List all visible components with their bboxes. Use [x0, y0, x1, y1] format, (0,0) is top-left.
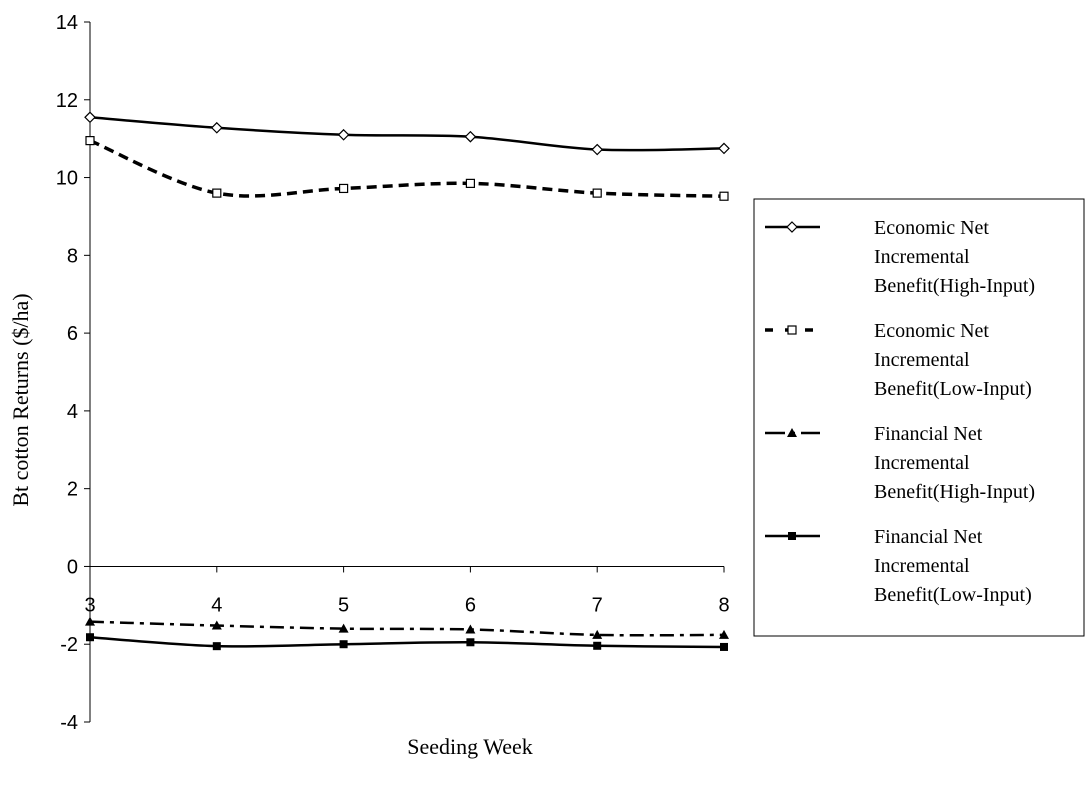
legend-marker: [786, 221, 798, 233]
data-point: [85, 136, 95, 146]
data-point: [464, 130, 477, 143]
legend-label: Financial Net: [874, 526, 983, 548]
legend-label: Benefit(High-Input): [874, 275, 1035, 297]
axes: 14 12 10 8 6 4 2 0 -2 -4 3 4 5 6 7 8: [56, 12, 730, 734]
x-tick-label: 3: [84, 594, 95, 616]
y-tick-label: 0: [67, 556, 78, 578]
data-point: [465, 624, 476, 634]
x-tick-label: 8: [718, 594, 729, 616]
legend-label: Incremental: [874, 555, 970, 577]
series-3: [85, 616, 729, 639]
data-point: [719, 191, 729, 201]
legend-label: Incremental: [874, 246, 970, 268]
legend: Economic Net Incremental Benefit(High-Inpu…: [753, 198, 1085, 637]
data-point: [86, 633, 94, 642]
data-point: [718, 142, 730, 155]
y-tick-label: 2: [67, 479, 78, 501]
y-axis-title: Bt cotton Returns ($/ha): [8, 293, 33, 506]
legend-label: Incremental: [874, 349, 970, 371]
legend-label: Benefit(High-Input): [874, 481, 1035, 503]
data-point: [592, 629, 603, 639]
legend-box: [753, 198, 1085, 637]
data-point: [210, 121, 223, 134]
y-tick-label: 4: [67, 401, 78, 423]
legend-marker: [788, 532, 796, 540]
data-point: [338, 623, 349, 633]
y-tick-label: -2: [60, 634, 78, 656]
data-point: [466, 638, 475, 647]
x-tick-label: 4: [211, 594, 222, 616]
legend-entry: Financial Net Incremental Benefit(High-Inp…: [765, 423, 1035, 503]
series-2: [85, 136, 729, 201]
series-group: [84, 111, 730, 651]
legend-marker: [787, 325, 797, 335]
y-tick-label: -4: [60, 712, 78, 734]
y-tick-label: 6: [67, 323, 78, 345]
data-point: [720, 642, 728, 651]
data-point: [465, 178, 475, 188]
series-line: [89, 116, 725, 152]
x-axis-title: Seeding Week: [407, 734, 533, 759]
data-point: [212, 642, 221, 651]
data-point: [592, 188, 602, 198]
series-line: [89, 620, 725, 637]
data-point: [85, 616, 95, 626]
legend-label: Economic Net: [874, 217, 989, 239]
y-tick-label: 12: [56, 90, 78, 112]
series-4: [86, 633, 728, 651]
x-tick-label: 5: [338, 594, 349, 616]
x-tick-label: 6: [465, 594, 476, 616]
series-line: [89, 635, 725, 649]
data-point: [84, 111, 96, 124]
data-point: [212, 188, 222, 198]
data-point: [591, 143, 604, 156]
legend-label: Benefit(Low-Input): [874, 378, 1032, 400]
legend-label: Economic Net: [874, 320, 989, 342]
legend-label: Benefit(Low-Input): [874, 584, 1032, 606]
data-point: [211, 620, 222, 630]
legend-entry: Economic Net Incremental Benefit(Low-Input…: [765, 320, 1032, 400]
y-tick-label: 14: [56, 12, 78, 34]
series-1: [84, 111, 730, 156]
data-point: [337, 128, 350, 141]
legend-label: Incremental: [874, 452, 970, 474]
data-point: [339, 183, 349, 194]
legend-entry: Financial Net Incremental Benefit(Low-Inpu…: [765, 526, 1032, 606]
legend-entry: Economic Net Incremental Benefit(High-Inpu…: [765, 217, 1035, 297]
data-point: [719, 629, 729, 639]
data-point: [593, 641, 602, 650]
x-tick-label: 7: [592, 594, 603, 616]
y-tick-label: 10: [56, 168, 78, 190]
series-line: [89, 138, 725, 198]
y-tick-label: 8: [67, 245, 78, 267]
legend-marker: [787, 428, 797, 437]
legend-label: Financial Net: [874, 423, 983, 445]
data-point: [339, 640, 348, 649]
